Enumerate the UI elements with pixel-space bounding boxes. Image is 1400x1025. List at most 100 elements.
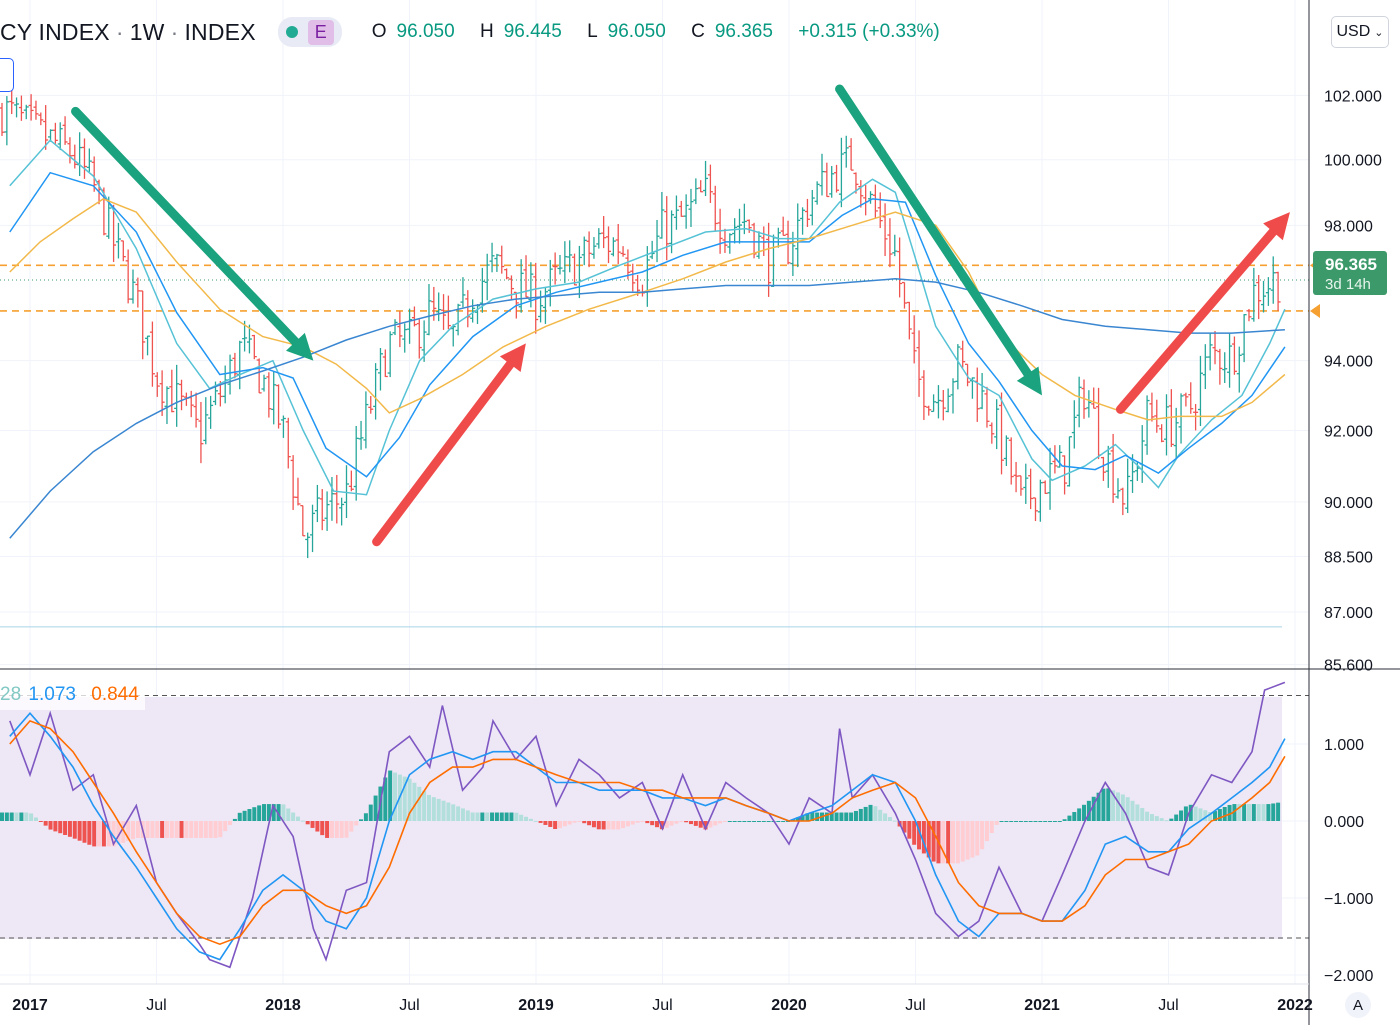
histogram-bar xyxy=(393,772,398,821)
histogram-bar xyxy=(887,817,892,821)
candle xyxy=(756,231,762,259)
histogram-bar xyxy=(698,821,703,828)
candle xyxy=(179,379,185,411)
histogram-bar xyxy=(834,812,839,821)
time-tick-label: Jul xyxy=(1158,997,1178,1014)
candle xyxy=(664,196,670,261)
histogram-bar xyxy=(1140,808,1145,821)
histogram-bar xyxy=(325,821,330,838)
histogram-bar xyxy=(553,821,558,830)
histogram-bar xyxy=(839,812,844,821)
candle xyxy=(858,180,864,208)
histogram-bar xyxy=(1106,788,1111,821)
histogram-bar xyxy=(761,821,766,822)
arrow-shaft xyxy=(835,84,1033,379)
candle xyxy=(314,484,320,523)
bar-countdown-label: 3d 14h xyxy=(1325,276,1371,293)
histogram-bar xyxy=(48,821,53,830)
candle xyxy=(547,259,553,307)
moving-average-mid_ma xyxy=(9,171,1286,478)
candle xyxy=(164,386,170,425)
candle xyxy=(804,198,810,227)
collapse-legend-button[interactable] xyxy=(0,58,14,92)
candle xyxy=(1096,387,1102,460)
histogram-bar xyxy=(295,816,300,821)
oscillator-axis-ticks: 1.000 0.000 −1.000 −2.000 xyxy=(1324,737,1373,985)
candle xyxy=(984,386,990,428)
candle xyxy=(1163,394,1169,456)
candle xyxy=(1032,497,1038,522)
candle xyxy=(416,319,422,359)
auto-scale-label: A xyxy=(1352,996,1363,1014)
candle xyxy=(276,384,282,429)
histogram-bar xyxy=(1217,809,1222,821)
histogram-bar xyxy=(43,821,48,826)
market-status-pill[interactable]: E xyxy=(277,17,342,47)
histogram-bar xyxy=(363,813,368,821)
histogram-bar xyxy=(1261,804,1266,821)
histogram-bar xyxy=(1213,811,1218,821)
candle xyxy=(935,385,941,419)
histogram-bar xyxy=(873,806,878,821)
histogram-bar xyxy=(863,806,868,821)
histogram-bar xyxy=(732,821,737,822)
candle xyxy=(81,138,87,179)
histogram-bar xyxy=(1086,800,1091,821)
candle xyxy=(43,105,49,150)
candle xyxy=(120,240,126,262)
histogram-bar xyxy=(262,804,267,821)
histogram-bar xyxy=(184,821,189,838)
candle xyxy=(319,489,325,531)
candle xyxy=(18,95,24,121)
histogram-bar xyxy=(456,806,461,821)
histogram-bar xyxy=(664,821,669,828)
candle xyxy=(38,112,44,126)
histogram-bar xyxy=(1077,808,1082,821)
candle xyxy=(174,364,180,427)
histogram-bar xyxy=(1232,804,1237,821)
candle xyxy=(814,181,820,205)
symbol-title[interactable]: CY INDEX · 1W · INDEX xyxy=(0,18,256,45)
histogram-bar xyxy=(1115,792,1120,821)
change-value: +0.315 (+0.33%) xyxy=(798,21,940,42)
histogram-bar xyxy=(126,821,131,841)
candle xyxy=(1173,407,1179,459)
price-tick-label: 100.000 xyxy=(1324,153,1382,170)
histogram-bar xyxy=(1188,804,1193,821)
histogram-bar xyxy=(805,813,810,821)
histogram-bar xyxy=(519,814,524,821)
histogram-bar xyxy=(999,821,1004,822)
candle xyxy=(436,292,442,322)
histogram-bar xyxy=(951,821,956,864)
candle xyxy=(1256,274,1262,320)
histogram-bar xyxy=(135,821,140,838)
histogram-bar xyxy=(101,821,106,847)
candle xyxy=(1251,267,1257,322)
indicator-legend[interactable]: 28 1.073 0.844 xyxy=(0,684,145,710)
histogram-bar xyxy=(155,821,160,838)
histogram-bar xyxy=(921,821,926,854)
candle xyxy=(368,395,374,414)
histogram-bar xyxy=(1096,792,1101,821)
candle xyxy=(703,160,709,197)
currency-dropdown[interactable]: USD ⌄ xyxy=(1331,16,1389,48)
candle xyxy=(538,290,544,323)
histogram-bar xyxy=(1198,808,1203,821)
candle xyxy=(1168,389,1174,447)
histogram-bar xyxy=(145,821,150,838)
histogram-bar xyxy=(485,812,490,821)
histogram-bar xyxy=(621,821,626,829)
histogram-bar xyxy=(329,821,334,838)
candle xyxy=(683,194,689,229)
candle xyxy=(334,474,340,524)
candle xyxy=(271,371,277,425)
histogram-bar xyxy=(567,821,572,825)
auto-scale-button[interactable]: A xyxy=(1345,992,1371,1018)
arrow-head xyxy=(1016,366,1042,396)
last-price-label: 96.365 xyxy=(1325,255,1377,274)
candle xyxy=(601,216,607,249)
candle xyxy=(106,196,112,239)
histogram-bar xyxy=(480,812,485,821)
oscillator-lines xyxy=(9,681,1286,969)
